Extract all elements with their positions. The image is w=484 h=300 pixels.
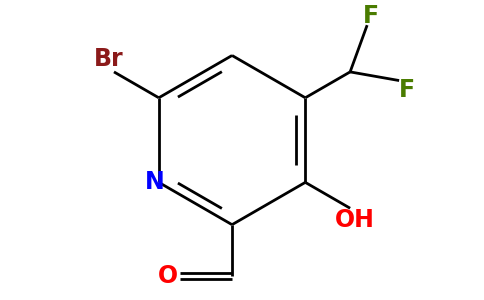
Text: F: F <box>363 4 379 28</box>
Text: OH: OH <box>335 208 375 232</box>
Text: Br: Br <box>94 47 124 71</box>
Text: O: O <box>158 264 179 288</box>
Text: F: F <box>399 79 415 103</box>
Text: N: N <box>145 170 165 194</box>
